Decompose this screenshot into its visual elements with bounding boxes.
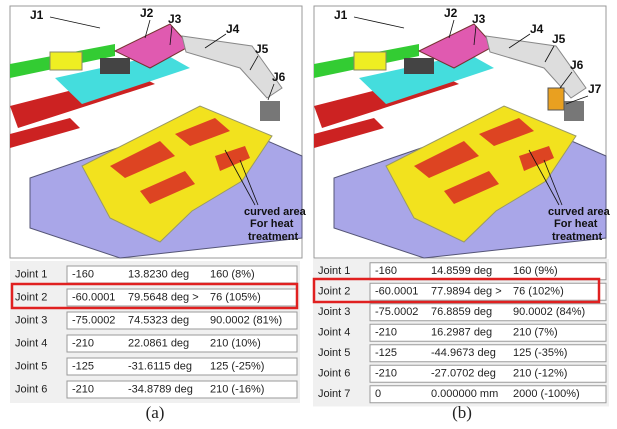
- joint-label: J5: [552, 32, 566, 46]
- joint-min: -210: [375, 368, 397, 380]
- joint-label: J2: [444, 6, 458, 20]
- joint-name: Joint 6: [15, 383, 47, 395]
- joint-value: 77.9894 deg >: [431, 286, 502, 298]
- joint-label: J2: [140, 6, 154, 20]
- joint-name: Joint 2: [318, 286, 350, 298]
- joint-name: Joint 3: [15, 314, 47, 326]
- joint-min: -160: [72, 268, 94, 280]
- figure: J1 J2 J3 J4 J5 J6 curved area For heat t…: [0, 0, 617, 429]
- joint-max: 160 (8%): [210, 268, 255, 280]
- tables: Joint 1 -160 13.8230 deg 160 (8%) Joint 2 -60…: [10, 259, 609, 407]
- joint-value: 79.5648 deg >: [128, 291, 199, 303]
- joint-value: 0.000000 mm: [431, 388, 498, 400]
- joint-value: 13.8230 deg: [128, 268, 189, 280]
- joint-label: J6: [272, 70, 286, 84]
- joint-max: 90.0002 (81%): [210, 314, 282, 326]
- joint-min: -210: [72, 383, 94, 395]
- joint-min: -75.0002: [72, 314, 115, 326]
- joint-max: 160 (9%): [513, 265, 558, 277]
- joint-label: J4: [530, 22, 544, 36]
- joint-name: Joint 1: [318, 265, 350, 277]
- joint-max: 210 (7%): [513, 327, 558, 339]
- joint-min: -125: [72, 360, 94, 372]
- joint-value: -31.6115 deg: [128, 360, 192, 372]
- joint-name: Joint 4: [15, 337, 47, 349]
- joint-value: 74.5323 deg: [128, 314, 189, 326]
- joint-min: -160: [375, 265, 397, 277]
- joint-value: 16.2987 deg: [431, 327, 492, 339]
- joint-max: 2000 (-100%): [513, 388, 580, 400]
- annotation: For heat: [554, 218, 598, 230]
- joint-label: J6: [570, 58, 584, 72]
- joint-min: -210: [375, 327, 397, 339]
- joint-value: -27.0702 deg: [431, 368, 496, 380]
- joint-name: Joint 7: [318, 388, 350, 400]
- joint-max: 210 (-16%): [210, 383, 264, 395]
- joint-max: 76 (105%): [210, 291, 261, 303]
- caption: (a): [146, 403, 165, 422]
- joint-label: J7: [588, 82, 602, 96]
- joint-name: Joint 6: [318, 368, 350, 380]
- annotation: curved area: [244, 206, 307, 218]
- joint-value: -34.8789 deg: [128, 383, 193, 395]
- joint-max: 125 (-35%): [513, 347, 567, 359]
- joint-min: -210: [72, 337, 94, 349]
- joint-label: J3: [168, 12, 182, 26]
- joint-max: 76 (102%): [513, 286, 564, 298]
- joint-value: 76.8859 deg: [431, 306, 492, 318]
- caption: (b): [452, 403, 472, 422]
- joint-value: 22.0861 deg: [128, 337, 189, 349]
- annotation: treatment: [552, 231, 602, 243]
- joint-name: Joint 5: [15, 360, 47, 372]
- joint-name: Joint 2: [15, 291, 47, 303]
- joint-min: -60.0001: [72, 291, 115, 303]
- annotation: For heat: [250, 218, 294, 230]
- joint-max: 90.0002 (84%): [513, 306, 585, 318]
- joint-label: J4: [226, 22, 240, 36]
- joint-min: -75.0002: [375, 306, 418, 318]
- joint-name: Joint 3: [318, 306, 350, 318]
- joint-value: -44.9673 deg: [431, 347, 496, 359]
- joint-value: 14.8599 deg: [431, 265, 492, 277]
- annotation: curved area: [548, 206, 611, 218]
- joint-max: 210 (10%): [210, 337, 261, 349]
- joint-min: 0: [375, 388, 381, 400]
- joint-max: 125 (-25%): [210, 360, 264, 372]
- joint-label: J1: [30, 8, 44, 22]
- joint-name: Joint 5: [318, 347, 350, 359]
- joint-label: J1: [334, 8, 348, 22]
- joint-min: -60.0001: [375, 286, 418, 298]
- joint-label: J5: [255, 42, 269, 56]
- joint-name: Joint 4: [318, 327, 350, 339]
- joint-label: J3: [472, 12, 486, 26]
- joint-name: Joint 1: [15, 268, 47, 280]
- joint-max: 210 (-12%): [513, 368, 567, 380]
- joint-min: -125: [375, 347, 397, 359]
- annotation: treatment: [248, 231, 298, 243]
